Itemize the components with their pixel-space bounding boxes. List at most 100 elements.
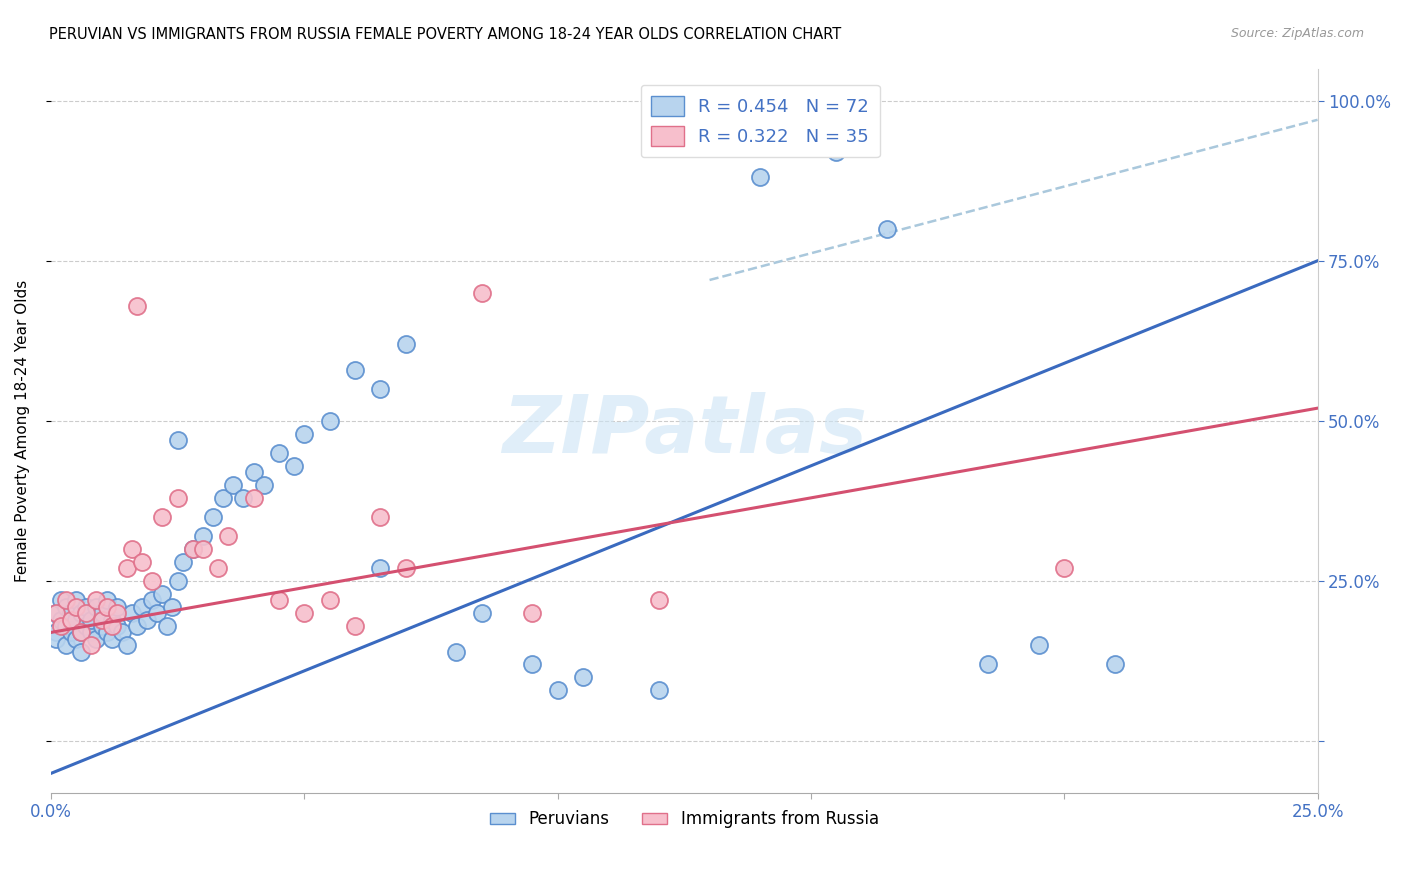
- Point: [65, 613, 87, 627]
- Point: [121, 542, 143, 557]
- Point: [470, 285, 492, 300]
- Point: [45, 632, 67, 646]
- Point: [222, 478, 245, 492]
- Point: [70, 606, 93, 620]
- Point: [131, 555, 153, 569]
- Point: [115, 638, 138, 652]
- Point: [444, 645, 467, 659]
- Point: [125, 619, 148, 633]
- Point: [343, 362, 366, 376]
- Point: [1053, 561, 1076, 575]
- Point: [75, 619, 97, 633]
- Point: [150, 510, 173, 524]
- Point: [1104, 657, 1126, 672]
- Point: [547, 683, 569, 698]
- Point: [90, 619, 112, 633]
- Point: [65, 593, 87, 607]
- Point: [267, 446, 290, 460]
- Point: [100, 632, 122, 646]
- Point: [86, 599, 108, 614]
- Point: [150, 587, 173, 601]
- Point: [96, 599, 118, 614]
- Point: [201, 510, 224, 524]
- Point: [121, 606, 143, 620]
- Point: [749, 170, 772, 185]
- Point: [45, 606, 67, 620]
- Point: [253, 478, 276, 492]
- Point: [141, 593, 163, 607]
- Point: [394, 561, 416, 575]
- Point: [90, 606, 112, 620]
- Point: [162, 599, 184, 614]
- Point: [80, 625, 103, 640]
- Point: [49, 593, 72, 607]
- Point: [394, 337, 416, 351]
- Point: [141, 574, 163, 589]
- Point: [65, 599, 87, 614]
- Point: [522, 657, 544, 672]
- Point: [70, 625, 93, 640]
- Point: [166, 574, 188, 589]
- Point: [131, 599, 153, 614]
- Point: [181, 542, 204, 557]
- Point: [172, 555, 194, 569]
- Point: [207, 561, 229, 575]
- Point: [90, 613, 112, 627]
- Point: [292, 606, 315, 620]
- Point: [105, 619, 128, 633]
- Point: [86, 593, 108, 607]
- Point: [368, 561, 391, 575]
- Point: [111, 625, 134, 640]
- Point: [49, 613, 72, 627]
- Point: [217, 529, 239, 543]
- Point: [55, 593, 77, 607]
- Point: [75, 599, 97, 614]
- Point: [318, 593, 340, 607]
- Point: [60, 625, 83, 640]
- Point: [60, 613, 83, 627]
- Y-axis label: Female Poverty Among 18-24 Year Olds: Female Poverty Among 18-24 Year Olds: [15, 279, 30, 582]
- Point: [522, 606, 544, 620]
- Point: [55, 638, 77, 652]
- Point: [96, 625, 118, 640]
- Point: [318, 414, 340, 428]
- Point: [136, 613, 159, 627]
- Point: [75, 606, 97, 620]
- Point: [876, 221, 898, 235]
- Point: [1028, 638, 1050, 652]
- Point: [115, 561, 138, 575]
- Point: [55, 619, 77, 633]
- Point: [45, 625, 67, 640]
- Point: [70, 645, 93, 659]
- Point: [100, 619, 122, 633]
- Text: PERUVIAN VS IMMIGRANTS FROM RUSSIA FEMALE POVERTY AMONG 18-24 YEAR OLDS CORRELAT: PERUVIAN VS IMMIGRANTS FROM RUSSIA FEMAL…: [49, 27, 841, 42]
- Point: [105, 606, 128, 620]
- Point: [96, 593, 118, 607]
- Point: [60, 606, 83, 620]
- Point: [242, 491, 264, 505]
- Point: [648, 683, 671, 698]
- Point: [45, 606, 67, 620]
- Point: [470, 606, 492, 620]
- Point: [146, 606, 169, 620]
- Point: [572, 670, 595, 684]
- Point: [65, 632, 87, 646]
- Point: [191, 542, 214, 557]
- Point: [242, 465, 264, 479]
- Point: [648, 593, 671, 607]
- Point: [368, 510, 391, 524]
- Point: [191, 529, 214, 543]
- Point: [49, 619, 72, 633]
- Point: [977, 657, 1000, 672]
- Point: [86, 632, 108, 646]
- Point: [80, 613, 103, 627]
- Point: [267, 593, 290, 607]
- Point: [283, 458, 305, 473]
- Point: [368, 382, 391, 396]
- Point: [212, 491, 235, 505]
- Point: [156, 619, 179, 633]
- Point: [100, 613, 122, 627]
- Point: [55, 599, 77, 614]
- Point: [80, 638, 103, 652]
- Point: [292, 426, 315, 441]
